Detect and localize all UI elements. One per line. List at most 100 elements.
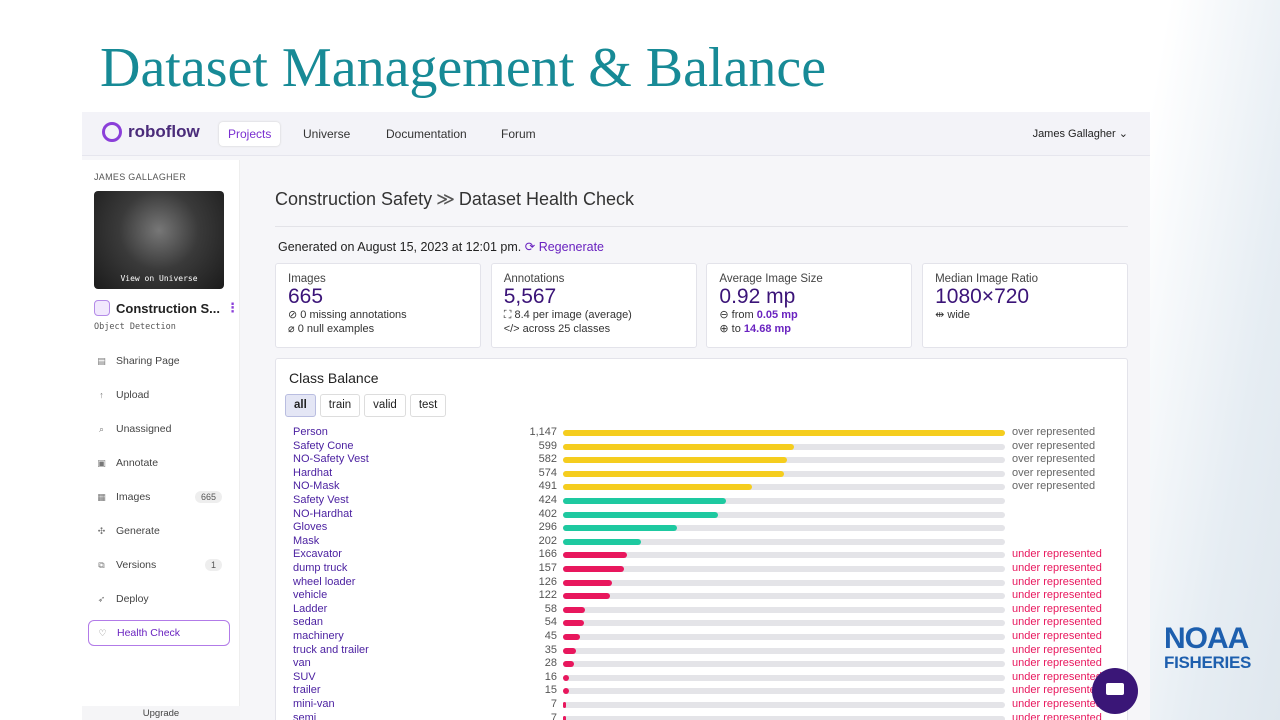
bar xyxy=(563,593,610,600)
class-name[interactable]: mini-van xyxy=(293,698,335,710)
card-label: Images xyxy=(288,273,326,285)
menu-icon: ▤ xyxy=(97,355,106,366)
menu-item[interactable]: ⌕ Unassigned xyxy=(88,416,230,442)
bar xyxy=(563,647,577,654)
menu-item[interactable]: ▣ Annotate xyxy=(88,450,230,476)
brand[interactable]: roboflow xyxy=(102,122,200,142)
class-name[interactable]: machinery xyxy=(293,630,344,642)
bar xyxy=(563,715,566,720)
class-name[interactable]: SUV xyxy=(293,670,316,683)
menu-item[interactable]: ⧉ Versions 1 xyxy=(88,552,230,578)
class-name[interactable]: NO-Safety Vest xyxy=(293,453,369,466)
class-name[interactable]: Safety Cone xyxy=(293,439,354,452)
class-name[interactable]: Person xyxy=(293,426,328,438)
menu-item[interactable]: ♡ Health Check xyxy=(88,620,230,646)
menu-label: Deploy xyxy=(116,593,149,605)
nav-item[interactable]: Forum xyxy=(501,127,536,141)
nav-item[interactable]: Documentation xyxy=(386,127,467,141)
class-name[interactable]: wheel loader xyxy=(293,575,356,588)
bar-track xyxy=(563,647,1005,654)
class-status: under represented xyxy=(1012,684,1102,697)
menu-item[interactable]: ▤ Sharing Page xyxy=(88,348,230,374)
project[interactable]: Construction S... ⋮ xyxy=(94,300,239,316)
class-name[interactable]: sedan xyxy=(293,616,323,629)
class-name[interactable]: Gloves xyxy=(293,521,328,534)
class-count: 126 xyxy=(538,575,557,588)
project-type: Object Detection xyxy=(94,322,176,332)
class-name[interactable]: vehicle xyxy=(293,589,328,602)
class-name[interactable]: Mask xyxy=(293,534,320,547)
nav-item[interactable]: Universe xyxy=(303,127,351,141)
breadcrumb: Construction Safety ≫ Dataset Health Check xyxy=(275,189,634,210)
logo-line: NOAA xyxy=(1164,622,1249,655)
card-detail: ⊕ to 14.68 mp xyxy=(719,323,899,337)
tab[interactable]: train xyxy=(319,394,361,417)
bar-track xyxy=(563,484,1005,491)
chat-button[interactable] xyxy=(1092,668,1138,714)
class-name[interactable]: Safety Vest xyxy=(293,494,349,506)
regenerate[interactable]: ⟳ Regenerate xyxy=(524,240,605,254)
class-name[interactable]: Excavator xyxy=(293,548,342,561)
class-status: under represented xyxy=(1012,616,1102,629)
bar-track xyxy=(563,525,1005,532)
class-name[interactable]: trailer xyxy=(293,684,321,697)
class-name[interactable]: NO-Hardhat xyxy=(293,507,353,520)
class-status: over represented xyxy=(1012,453,1096,466)
brand-text: roboflow xyxy=(128,122,200,141)
menu-badge: 665 xyxy=(194,491,222,503)
bar xyxy=(563,498,727,504)
class-name[interactable]: truck and trailer xyxy=(293,643,369,656)
slide-title: Dataset Management & Balance xyxy=(100,37,827,99)
thumbnail[interactable]: View on Universe xyxy=(94,191,224,289)
detail-strong: 14.68 mp xyxy=(743,322,792,335)
upgrade[interactable]: Upgrade xyxy=(82,706,240,720)
class-name[interactable]: dump truck xyxy=(293,562,348,574)
menu-item[interactable]: ▦ Images 665 xyxy=(88,484,230,510)
class-status: under represented xyxy=(1012,548,1102,561)
card-value: 665 xyxy=(288,285,324,308)
class-name[interactable]: Ladder xyxy=(293,602,328,615)
class-count: 202 xyxy=(538,534,557,547)
class-status: under represented xyxy=(1012,630,1102,642)
detail-text: 0 null examples xyxy=(297,322,375,335)
detail-text: 8.4 per image (average) xyxy=(514,309,632,321)
class-status: under represented xyxy=(1012,575,1102,588)
bar xyxy=(563,525,678,532)
bar xyxy=(563,430,1005,436)
tab[interactable]: valid xyxy=(364,394,406,417)
card-label: Average Image Size xyxy=(719,273,823,285)
tab[interactable]: test xyxy=(409,394,447,417)
class-status: over represented xyxy=(1012,439,1096,452)
menu-icon: ▣ xyxy=(97,457,106,468)
nav-item[interactable]: Projects xyxy=(219,122,281,146)
class-status: over represented xyxy=(1012,426,1096,438)
class-count: 1,147 xyxy=(529,426,557,438)
navbar: roboflow James Gallagher ⌄ Projects Unive… xyxy=(82,112,1150,156)
breadcrumb-item[interactable]: Dataset Health Check xyxy=(458,189,635,209)
sidebar: JAMES GALLAGHER View on Universe Constru… xyxy=(82,160,240,720)
breadcrumb-item[interactable]: Construction Safety xyxy=(275,189,433,209)
class-name[interactable]: van xyxy=(293,657,311,670)
detail-text: wide xyxy=(947,309,970,321)
detail-icon: ⊖ xyxy=(719,309,732,321)
menu-label: Generate xyxy=(116,525,160,537)
user-menu[interactable]: James Gallagher ⌄ xyxy=(1032,128,1128,140)
bar-track xyxy=(563,634,1005,640)
class-count: 296 xyxy=(538,521,557,534)
class-count: 599 xyxy=(538,439,557,452)
menu-item[interactable]: ➶ Deploy xyxy=(88,586,230,612)
class-name[interactable]: semi xyxy=(293,711,317,720)
bar xyxy=(563,552,627,559)
workspace: JAMES GALLAGHER xyxy=(94,172,187,182)
menu-item[interactable]: ↑ Upload xyxy=(88,382,230,408)
detail-icon: </> xyxy=(503,322,523,335)
class-name[interactable]: NO-Mask xyxy=(293,480,340,493)
class-name[interactable]: Hardhat xyxy=(293,466,333,479)
class-status: under represented xyxy=(1012,589,1102,602)
tab[interactable]: all xyxy=(285,394,316,417)
class-count: 157 xyxy=(538,562,557,574)
class-count: 16 xyxy=(544,670,557,683)
menu-item[interactable]: ✣ Generate xyxy=(88,518,230,544)
card-detail: ⛶ 8.4 per image (average) xyxy=(504,309,684,323)
